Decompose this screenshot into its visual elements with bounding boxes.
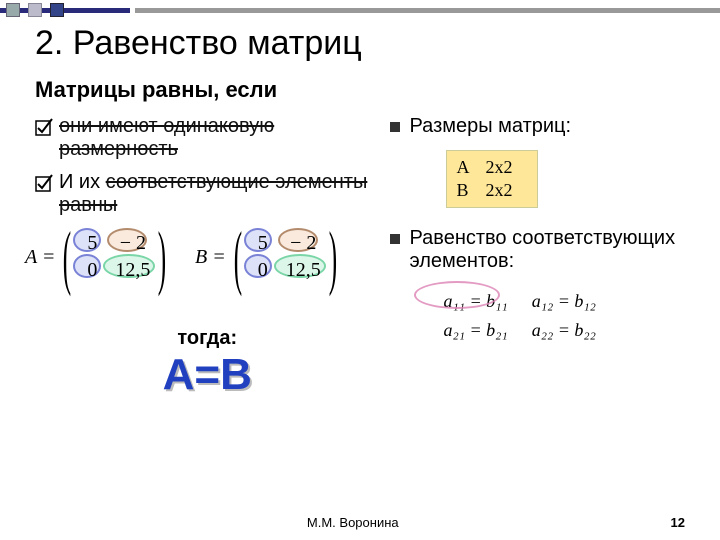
slide-subtitle: Матрицы равны, если [35,77,685,103]
check-text-2: И их соответствующие элементы равны [59,171,380,217]
matrix-a: A = ( 5− 2 012,5 ) [25,227,174,287]
right-column: Размеры матриц: A2x2 B2x2 Равенство соот… [380,115,686,400]
togda-label: тогда: [35,327,380,350]
slide-title: 2. Равенство матриц [35,24,685,63]
bullet-sizes: Размеры матриц: [390,115,686,138]
check-item-1: они имеют одинаковую размерность [35,115,380,161]
square-bullet-icon [390,122,400,132]
check-text-1: они имеют одинаковую размерность [59,115,380,161]
element-equalities: a₁₁ = b₁₁ a₁₂ = b₁₂ a₂₁ = b₂₁ a₂₂ = b₂₂ [420,283,686,349]
checkbox-icon [35,174,53,192]
bullet-elements: Равенство соответствующих элементов: [390,227,686,273]
slide-decoration [0,0,720,22]
footer-author: М.М. Воронина [307,515,399,530]
slide-footer: М.М. Воронина 12 [0,515,720,530]
square-bullet-icon [390,234,400,244]
check-item-2: И их соответствующие элементы равны [35,171,380,217]
checkbox-icon [35,118,53,136]
bullet-elements-text: Равенство соответствующих элементов: [410,227,686,273]
left-column: они имеют одинаковую размерность И их со… [35,115,380,400]
bullet-sizes-text: Размеры матриц: [410,115,572,138]
matrices-row: A = ( 5− 2 012,5 ) B = [35,227,380,317]
matrix-b: B = ( 5− 2 012,5 ) [195,227,345,287]
a-equals-b: А=В [35,350,380,400]
slide-content: 2. Равенство матриц Матрицы равны, если … [0,24,720,540]
size-table: A2x2 B2x2 [446,150,538,208]
footer-page: 12 [671,515,685,530]
